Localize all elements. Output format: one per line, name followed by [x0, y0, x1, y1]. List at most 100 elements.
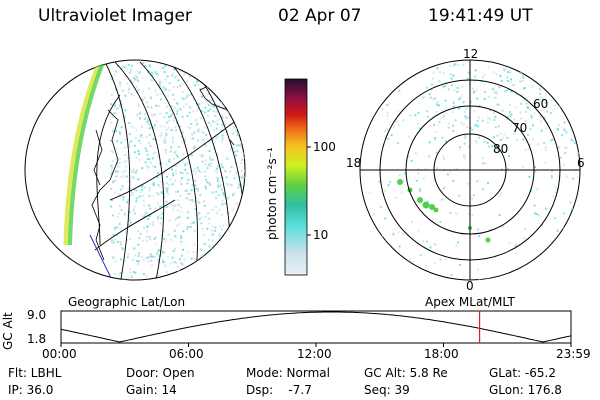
speckle-dot — [540, 96, 543, 99]
speckle-dot — [226, 157, 229, 160]
speckle-dot — [161, 212, 164, 215]
speckle-dot — [175, 75, 178, 78]
speckle-dot — [160, 222, 162, 224]
speckle-dot — [456, 86, 459, 89]
speckle-dot — [487, 182, 489, 185]
speckle-dot — [145, 275, 148, 278]
speckle-dot — [472, 87, 474, 90]
speckle-dot — [159, 93, 162, 96]
speckle-dot — [466, 182, 469, 185]
speckle-dot — [220, 114, 223, 117]
speckle-dot — [509, 115, 512, 118]
speckle-dot — [487, 95, 490, 98]
speckle-dot — [180, 136, 183, 139]
speckle-dot — [165, 205, 168, 208]
speckle-dot — [165, 271, 168, 274]
speckle-dot — [198, 212, 201, 215]
speckle-dot — [440, 116, 443, 119]
speckle-dot — [110, 205, 113, 208]
speckle-dot — [124, 138, 127, 141]
speckle-dot — [507, 168, 509, 170]
speckle-dot — [521, 79, 524, 82]
speckle-dot — [164, 65, 167, 68]
speckle-dot — [562, 163, 565, 166]
speckle-dot — [219, 183, 222, 186]
speckle-dot — [199, 88, 202, 91]
speckle-dot — [190, 222, 193, 225]
speckle-dot — [178, 223, 181, 226]
speckle-dot — [111, 199, 113, 201]
filter-info: Flt: LBHL — [8, 366, 62, 380]
speckle-dot — [233, 192, 236, 195]
speckle-dot — [120, 103, 123, 106]
speckle-dot — [181, 263, 184, 266]
speckle-dot — [148, 133, 151, 136]
speckle-dot — [116, 215, 119, 218]
speckle-dot — [177, 145, 180, 148]
speckle-dot — [128, 143, 131, 146]
speckle-dot — [194, 208, 197, 210]
speckle-dot — [196, 166, 199, 169]
speckle-dot — [237, 144, 240, 147]
speckle-dot — [174, 170, 177, 173]
speckle-dot — [159, 112, 162, 115]
speckle-dot — [142, 61, 145, 64]
speckle-dot — [240, 170, 243, 172]
speckle-dot — [118, 131, 121, 133]
speckle-dot — [538, 87, 541, 90]
speckle-dot — [183, 258, 186, 261]
speckle-dot — [193, 258, 196, 261]
speckle-dot — [212, 110, 215, 113]
speckle-dot — [435, 111, 438, 113]
aurora-speckle-left — [110, 61, 245, 280]
speckle-dot — [137, 72, 140, 75]
speckle-dot — [192, 147, 195, 150]
speckle-dot — [144, 214, 146, 217]
speckle-dot — [153, 126, 156, 129]
speckle-dot — [168, 219, 171, 222]
speckle-dot — [212, 128, 215, 131]
speckle-dot — [458, 98, 461, 101]
speckle-dot — [163, 237, 166, 240]
speckle-dot — [135, 200, 138, 203]
speckle-dot — [150, 106, 153, 109]
speckle-dot — [443, 158, 446, 161]
speckle-dot — [426, 240, 428, 243]
speckle-dot — [190, 257, 193, 260]
speckle-dot — [214, 226, 217, 229]
speckle-dot — [175, 129, 178, 132]
speckle-dot — [116, 140, 119, 143]
speckle-dot — [158, 185, 161, 188]
speckle-dot — [125, 176, 128, 179]
speckle-dot — [191, 200, 194, 203]
speckle-dot — [457, 63, 460, 66]
speckle-dot — [185, 189, 188, 192]
speckle-dot — [235, 144, 238, 147]
speckle-dot — [444, 85, 447, 88]
speckle-dot — [525, 110, 527, 113]
speckle-dot — [181, 254, 183, 257]
speckle-dot — [461, 85, 464, 88]
speckle-dot — [142, 194, 145, 197]
speckle-dot — [414, 152, 417, 155]
speckle-dot — [127, 198, 130, 201]
speckle-dot — [476, 97, 479, 100]
speckle-dot — [436, 67, 439, 70]
speckle-dot — [409, 114, 412, 117]
speckle-dot — [155, 191, 158, 194]
speckle-dot — [198, 103, 201, 106]
speckle-dot — [128, 219, 131, 222]
speckle-dot — [202, 131, 205, 134]
speckle-dot — [503, 69, 506, 72]
speckle-dot — [186, 172, 189, 175]
speckle-dot — [176, 102, 178, 105]
speckle-dot — [137, 150, 140, 152]
speckle-dot — [207, 121, 210, 124]
speckle-dot — [513, 132, 516, 135]
speckle-dot — [193, 221, 195, 224]
speckle-dot — [171, 261, 174, 264]
speckle-dot — [200, 110, 203, 113]
speckle-dot — [137, 260, 140, 263]
speckle-dot — [137, 61, 140, 64]
speckle-dot — [143, 226, 145, 229]
